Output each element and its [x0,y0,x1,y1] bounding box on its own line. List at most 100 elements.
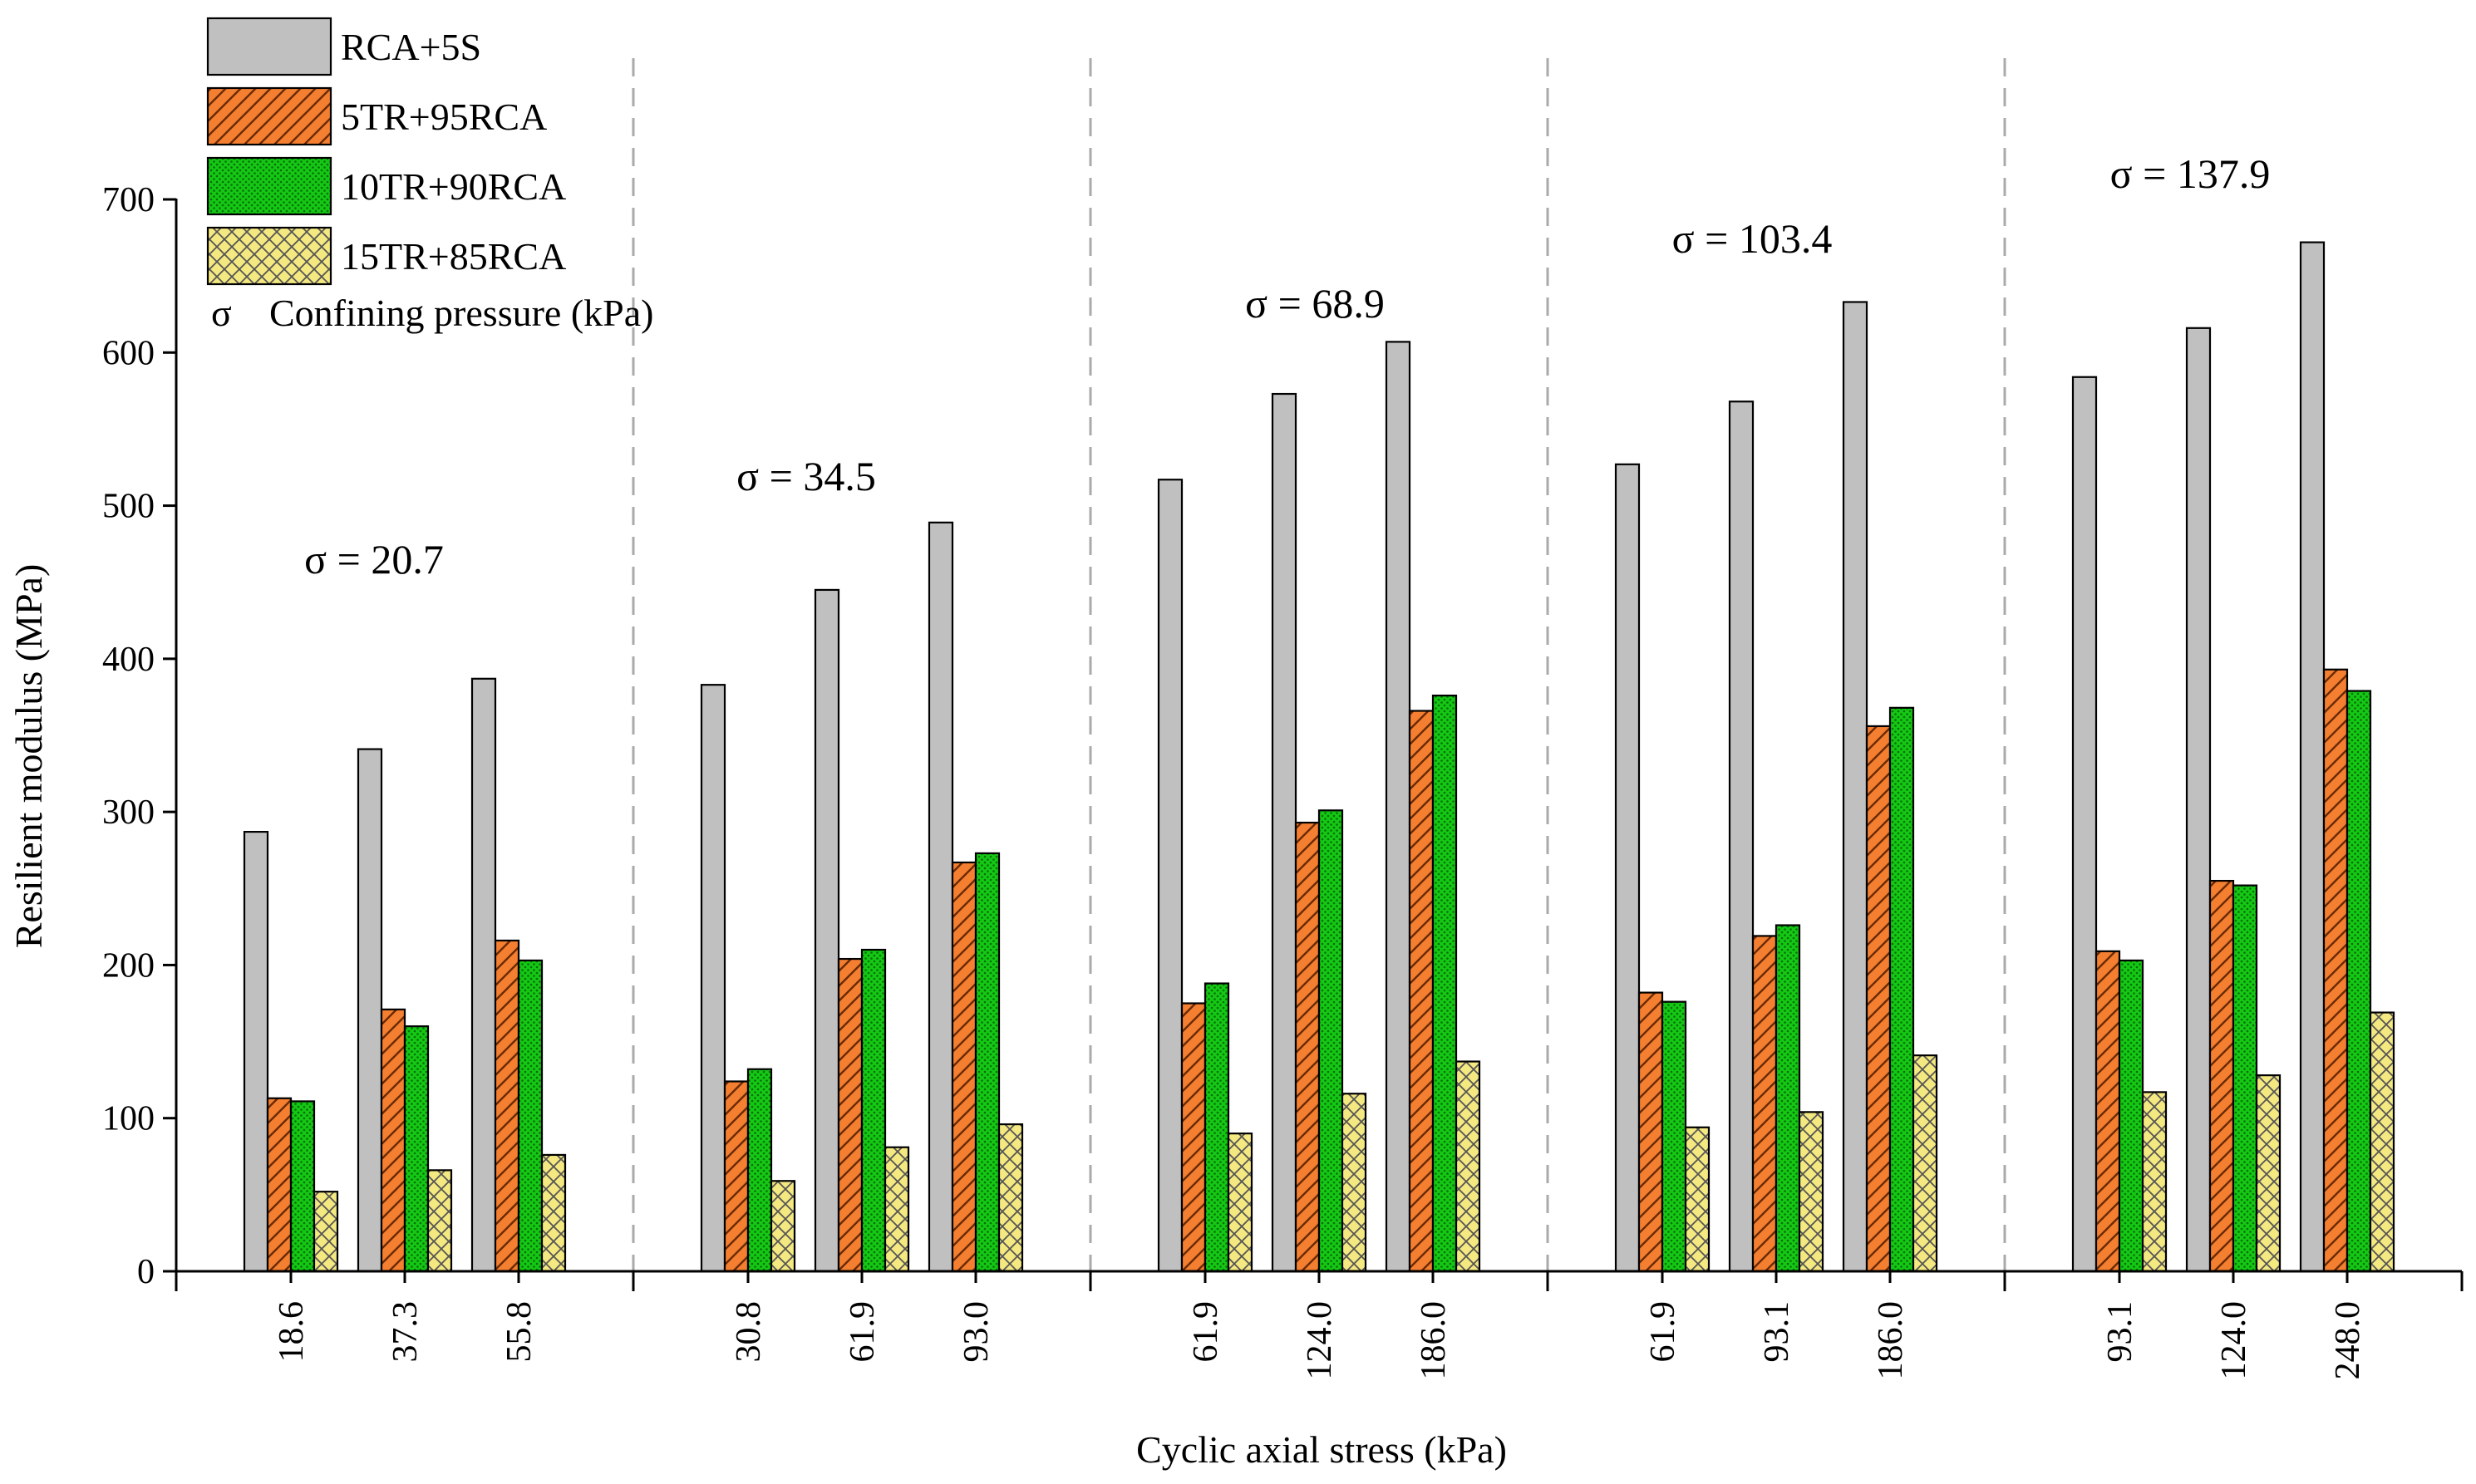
bar [1180,1002,1207,1273]
bar [380,1008,406,1273]
series-15TR+85RCA [313,1011,2395,1273]
bar [2095,950,2121,1273]
bar [1455,1060,1481,1273]
bar [2071,376,2098,1273]
y-axis: 0 100 200 300 400 500 600 700 [102,181,178,1291]
x-tick-label: 61.9 [1644,1301,1682,1363]
bar [770,1180,796,1273]
bar [266,1097,293,1273]
bar [2232,884,2258,1273]
bar [494,939,520,1273]
series-5TR+95RCA [266,668,2349,1273]
bar [951,861,977,1273]
bar [1661,1000,1687,1273]
bar [2299,241,2326,1273]
bar [403,1025,430,1273]
series-10TR+90RCA [289,690,2372,1273]
group-labels: σ = 20.7 σ = 34.5 σ = 68.9 σ = 103.4 σ = 137… [304,150,2270,582]
legend-label: 15TR+85RCA [341,235,566,278]
y-tick-label: 700 [102,181,155,219]
bar [928,521,954,1273]
bar [974,852,1001,1273]
bar [1888,706,1915,1273]
x-axis-title: Cyclic axial stress (kPa) [1136,1428,1507,1471]
bar [470,677,497,1273]
x-tick-label: 30.8 [730,1301,768,1363]
x-tick-label: 37.3 [386,1301,425,1363]
x-tick-label: 248.0 [2329,1301,2367,1380]
series-RCA+5S [243,241,2326,1273]
bar [357,748,383,1273]
y-tick-label: 0 [137,1253,155,1291]
bar [243,830,269,1273]
bar [1204,982,1230,1273]
bar [746,1068,773,1273]
bar [2322,668,2349,1273]
bar [2369,1011,2395,1273]
y-tick-label: 300 [102,794,155,832]
x-tick-label: 186.0 [1872,1301,1910,1380]
bar [1728,400,1755,1273]
bars [243,241,2395,1273]
x-tick-label: 124.0 [2215,1301,2253,1380]
bar [1842,301,1868,1273]
bar [1227,1133,1253,1273]
group-separators [632,58,2006,1271]
bar [2185,327,2212,1273]
legend-label: 5TR+95RCA [341,96,547,138]
bar [1684,1126,1711,1273]
group-label: σ = 103.4 [1672,215,1833,262]
group-label: σ = 20.7 [304,536,444,582]
x-tick-label: 18.6 [273,1301,311,1363]
legend-swatch [206,156,332,216]
x-axis: 18.6 37.3 55.8 30.8 61.9 93.0 61.9 124.0 186.0 61… [175,1270,2464,1380]
y-axis-title: Resilient modulus (MPa) [7,564,50,949]
bar [1317,809,1344,1273]
bar [1865,725,1892,1273]
bar [1271,392,1297,1273]
bar [2118,959,2144,1273]
bar [723,1080,750,1273]
bar [2141,1091,2168,1273]
bar [837,957,864,1273]
bar [814,588,840,1273]
bar [1157,479,1184,1273]
x-tick-label: 124.0 [1301,1301,1339,1380]
bar [1294,821,1321,1273]
y-tick-label: 100 [102,1100,155,1138]
bar [2346,690,2372,1273]
x-tick-label: 186.0 [1415,1301,1453,1380]
group-label: σ = 68.9 [1245,280,1385,327]
x-tick-label: 93.0 [957,1301,996,1363]
bar [1341,1093,1367,1273]
bar [517,959,544,1273]
legend-swatch [206,17,332,76]
legend-item: 10TR+90RCA [206,156,566,216]
bar [997,1123,1024,1273]
bar [2255,1074,2282,1273]
y-tick-label: 400 [102,641,155,679]
bar [1614,463,1641,1273]
x-tick-label: 61.9 [844,1301,882,1363]
legend-item: RCA+5S [206,17,481,76]
y-tick-label: 200 [102,946,155,985]
bar [1751,935,1778,1273]
legend-note-text: Confining pressure (kPa) [269,292,653,334]
bar [1798,1111,1824,1273]
group-label: σ = 34.5 [736,453,876,499]
legend-item: 15TR+85RCA [206,226,566,286]
legend-note: σ Confining pressure (kPa) [211,292,653,334]
legend-swatch [206,86,332,146]
bar [1775,924,1801,1273]
bar [1637,991,1664,1273]
x-tick-label: 61.9 [1187,1301,1225,1363]
bar [1431,694,1458,1273]
bar [540,1153,567,1273]
bar [2208,879,2235,1273]
legend-note-symbol: σ [211,292,232,334]
legend-swatch [206,226,332,286]
legend-item: 5TR+95RCA [206,86,547,146]
legend-label: RCA+5S [341,26,481,68]
bar [860,948,887,1273]
